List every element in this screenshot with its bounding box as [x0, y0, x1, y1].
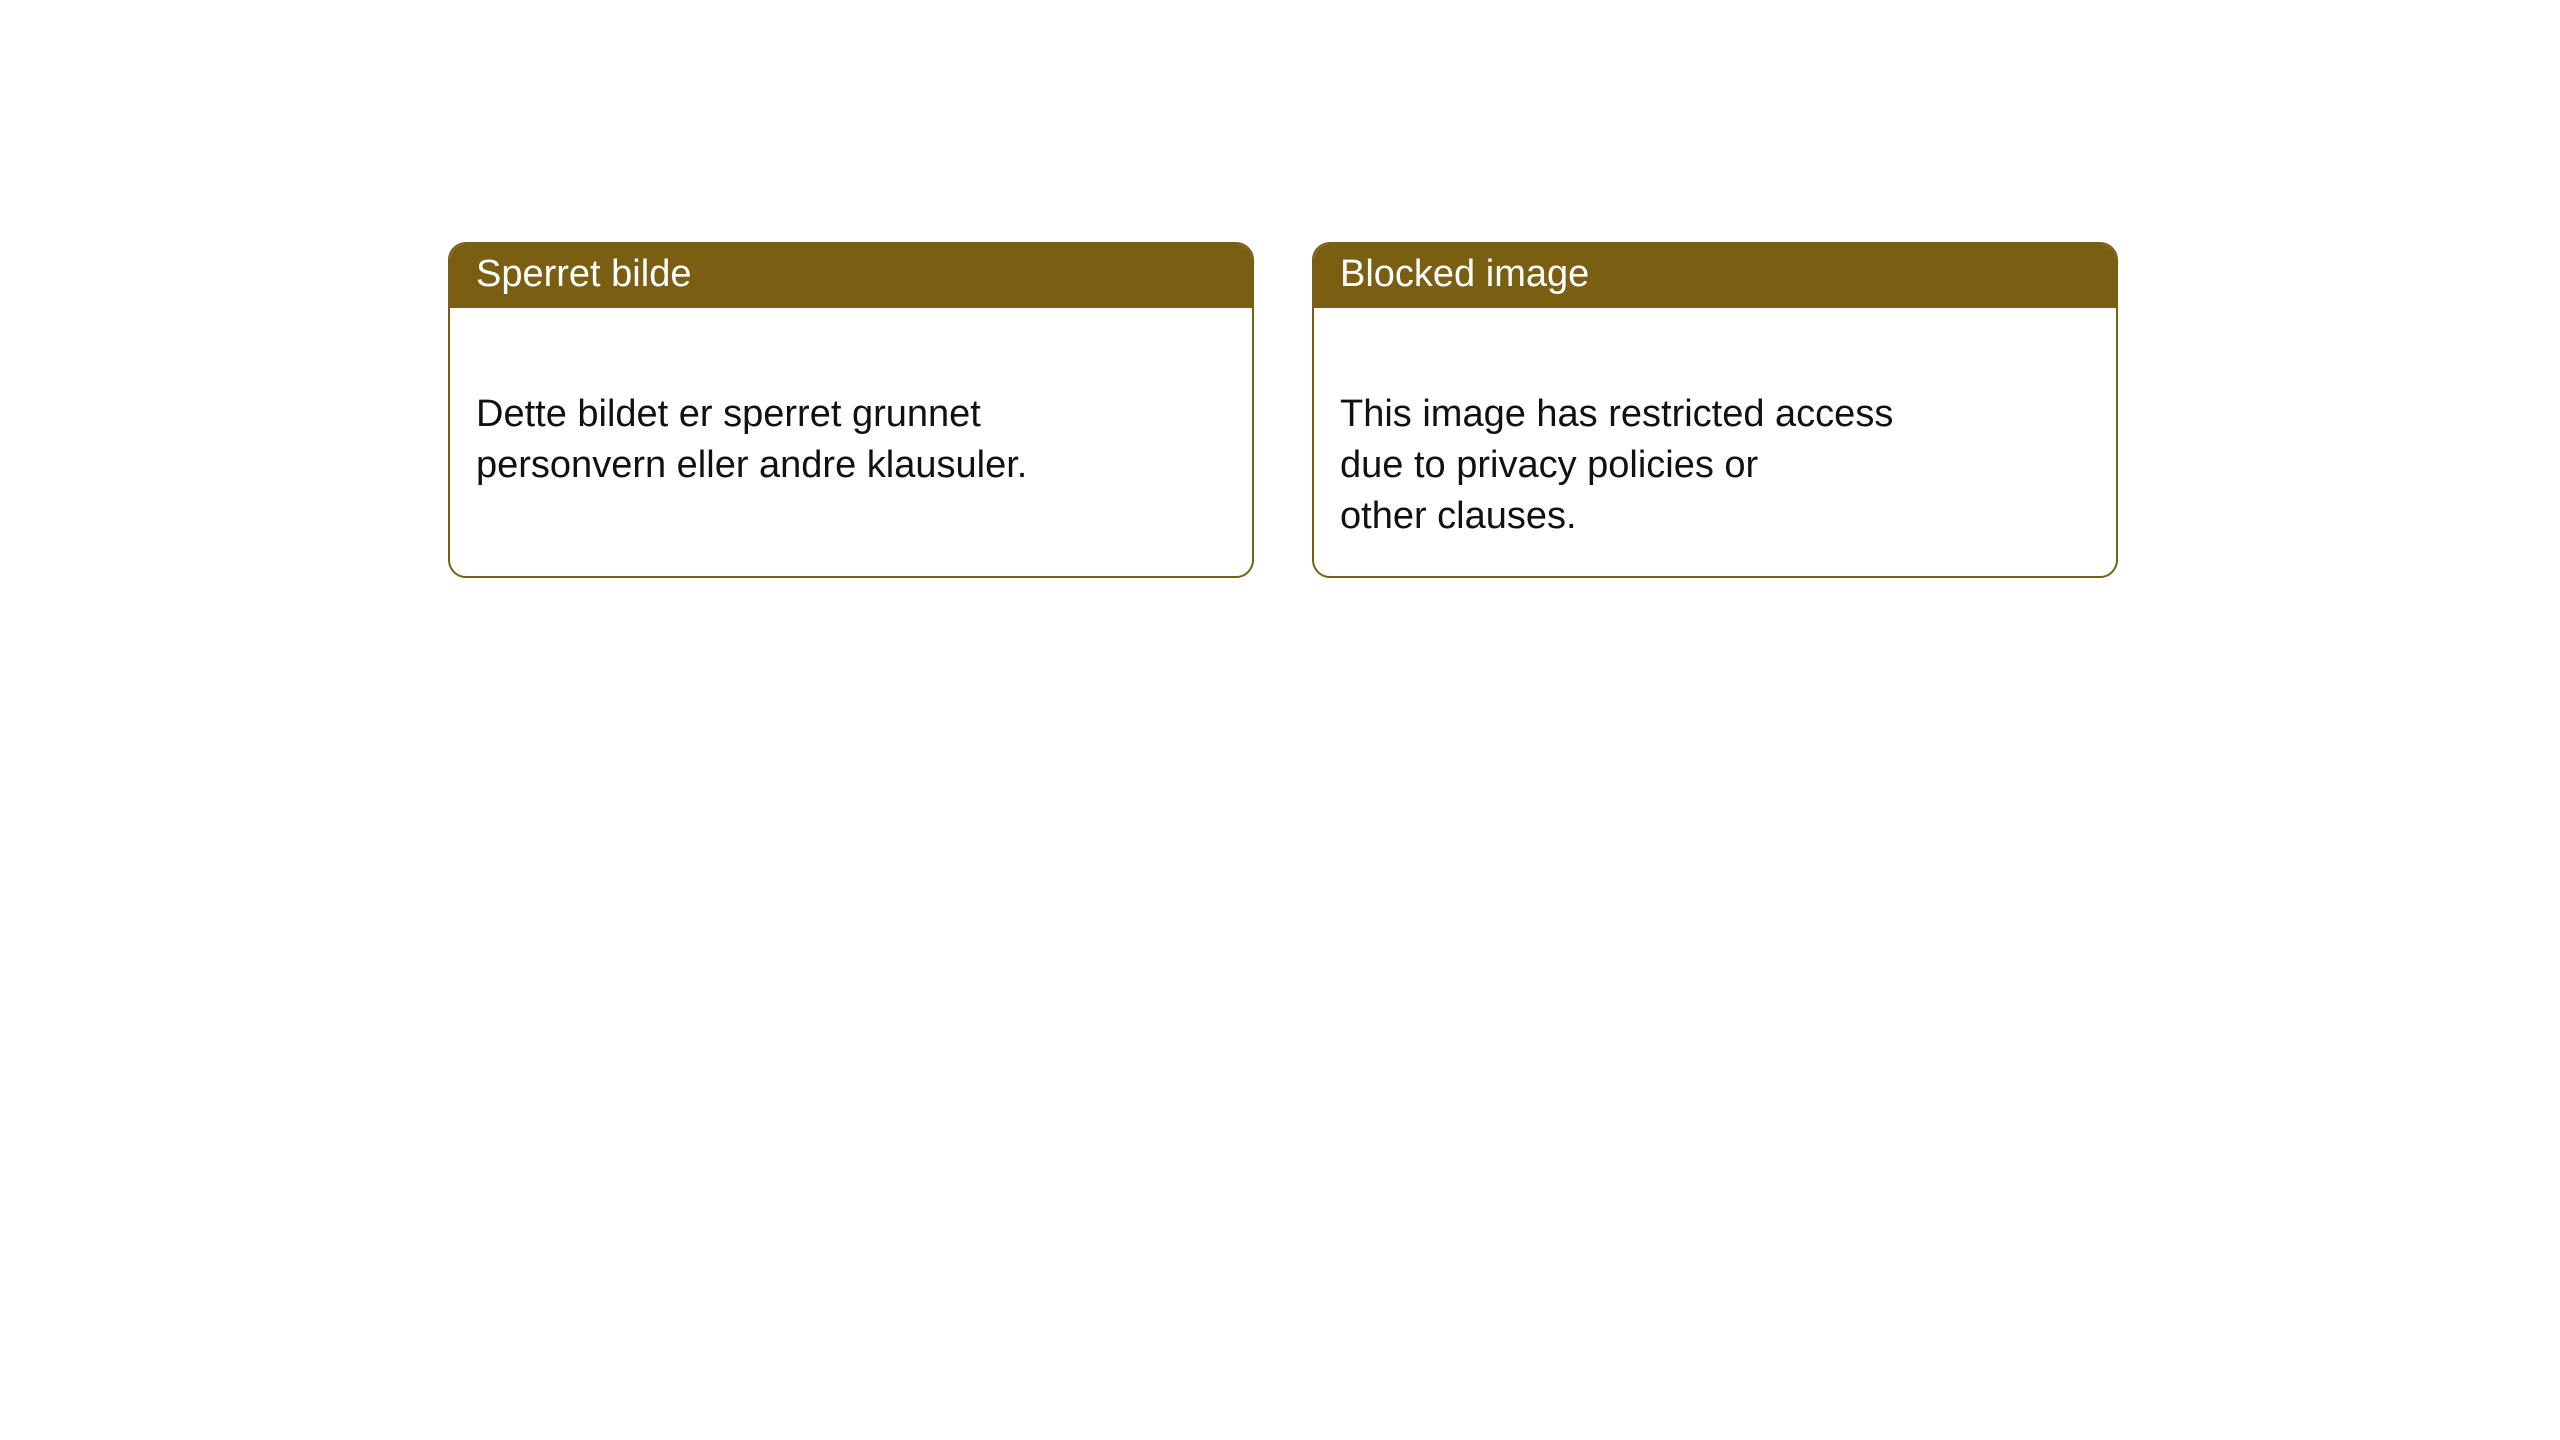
card-body-text: Dette bildet er sperret grunnet personve… — [476, 393, 1027, 486]
card-header: Blocked image — [1314, 244, 2116, 308]
card-title: Blocked image — [1340, 253, 1589, 295]
card-body: This image has restricted access due to … — [1314, 308, 2116, 573]
card-body: Dette bildet er sperret grunnet personve… — [450, 308, 1252, 522]
card-title: Sperret bilde — [476, 253, 691, 295]
card-body-text: This image has restricted access due to … — [1340, 393, 1893, 538]
card-header: Sperret bilde — [450, 244, 1252, 308]
notice-card-english: Blocked image This image has restricted … — [1312, 242, 2118, 578]
notice-cards-container: Sperret bilde Dette bildet er sperret gr… — [0, 0, 2560, 578]
notice-card-norwegian: Sperret bilde Dette bildet er sperret gr… — [448, 242, 1254, 578]
